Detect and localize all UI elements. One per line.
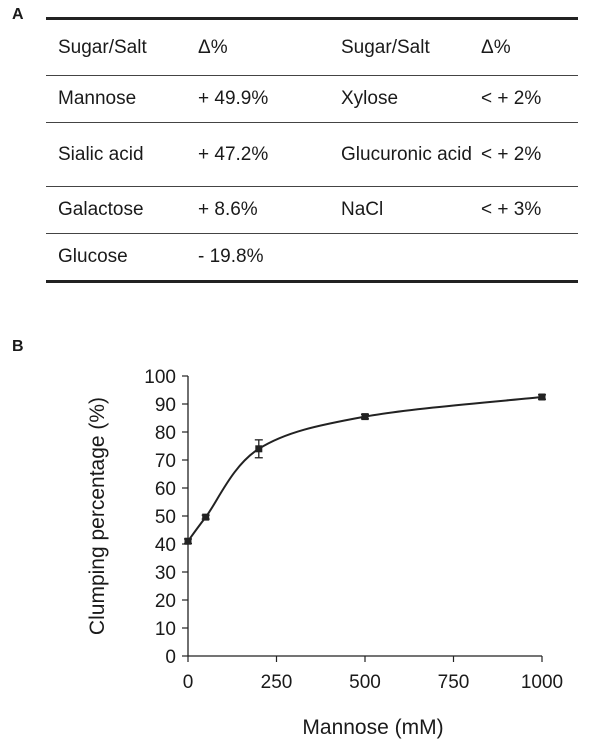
y-tick-label: 100 bbox=[144, 367, 176, 388]
y-tick-label: 40 bbox=[155, 535, 176, 556]
table-cell: + 8.6% bbox=[198, 199, 258, 220]
x-tick-label: 750 bbox=[438, 672, 470, 693]
sugar-salt-table: Sugar/Salt Δ% Sugar/Salt Δ% Mannose + 49… bbox=[46, 17, 578, 283]
header-sugar-salt-2: Sugar/Salt bbox=[341, 36, 430, 58]
x-axis-label: Mannose (mM) bbox=[302, 716, 443, 739]
table-cell: - 19.8% bbox=[198, 246, 264, 267]
data-point bbox=[361, 413, 369, 421]
table-cell: Xylose bbox=[341, 88, 399, 109]
table-row: Glucose - 19.8% bbox=[46, 234, 578, 280]
header-sugar-salt-1: Sugar/Salt bbox=[58, 36, 147, 58]
table-cell: Glucose bbox=[58, 246, 128, 267]
table-header-row: Sugar/Salt Δ% Sugar/Salt Δ% bbox=[46, 20, 578, 75]
y-tick-label: 30 bbox=[155, 563, 176, 584]
y-tick-label: 10 bbox=[155, 619, 176, 640]
y-tick-label: 90 bbox=[155, 395, 176, 416]
y-tick-label: 80 bbox=[155, 423, 176, 444]
panel-b-label: B bbox=[12, 338, 24, 355]
table-cell: + 49.9% bbox=[198, 88, 269, 109]
table-row: Mannose + 49.9% Xylose < + 2% bbox=[46, 76, 578, 122]
data-points bbox=[184, 393, 546, 545]
table-cell: NaCl bbox=[341, 199, 384, 220]
x-tick-label: 0 bbox=[183, 672, 194, 693]
data-point bbox=[184, 537, 192, 545]
x-tick-label: 500 bbox=[349, 672, 381, 693]
y-tick-label: 0 bbox=[165, 647, 176, 668]
table-bottom-rule bbox=[46, 280, 578, 283]
table-cell: < + 2% bbox=[481, 88, 542, 109]
table-cell: < + 3% bbox=[481, 199, 542, 220]
data-point bbox=[202, 513, 210, 521]
table-cell: Glucuronic acid bbox=[341, 143, 472, 165]
y-tick-label: 20 bbox=[155, 591, 176, 612]
panel-a-label: A bbox=[12, 6, 24, 23]
table-row: Sialic acid + 47.2% Glucuronic acid < + … bbox=[46, 123, 578, 186]
data-point bbox=[538, 393, 546, 401]
table-top-rule bbox=[46, 17, 578, 20]
header-delta-2: Δ% bbox=[481, 36, 511, 58]
table-cell: Mannose bbox=[58, 88, 137, 109]
header-delta-1: Δ% bbox=[198, 36, 228, 58]
table-cell: Galactose bbox=[58, 199, 144, 220]
table-cell: + 47.2% bbox=[198, 143, 269, 165]
y-axis-label: Clumping percentage (%) bbox=[86, 397, 109, 635]
x-axis-ticks: 0 250 500 750 1000 bbox=[183, 656, 563, 693]
table-cell: < + 2% bbox=[481, 143, 542, 165]
table-cell: Sialic acid bbox=[58, 143, 144, 165]
table-header-rule bbox=[46, 75, 578, 76]
table-row: Galactose + 8.6% NaCl < + 3% bbox=[46, 187, 578, 233]
y-tick-label: 60 bbox=[155, 479, 176, 500]
table-row-rule bbox=[46, 122, 578, 123]
data-point bbox=[255, 445, 263, 453]
x-tick-label: 250 bbox=[261, 672, 293, 693]
table-row-rule bbox=[46, 233, 578, 234]
y-tick-label: 70 bbox=[155, 451, 176, 472]
x-tick-label: 1000 bbox=[521, 672, 563, 693]
y-tick-label: 50 bbox=[155, 507, 176, 528]
y-axis-ticks: 0 10 20 30 40 50 60 70 80 90 100 bbox=[144, 367, 188, 668]
table-row-rule bbox=[46, 186, 578, 187]
clumping-chart: 0 10 20 30 40 50 60 70 80 90 100 0 250 500 750 1000 Cl… bbox=[86, 367, 563, 739]
